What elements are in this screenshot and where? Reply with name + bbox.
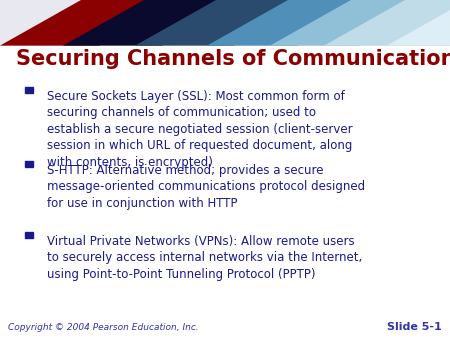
- Text: Securing Channels of Communication: Securing Channels of Communication: [16, 49, 450, 69]
- FancyBboxPatch shape: [0, 46, 450, 338]
- Polygon shape: [63, 0, 243, 46]
- Polygon shape: [387, 0, 450, 46]
- Polygon shape: [135, 0, 315, 46]
- Polygon shape: [270, 0, 441, 46]
- FancyBboxPatch shape: [25, 161, 33, 167]
- Polygon shape: [0, 0, 180, 46]
- Text: Copyright © 2004 Pearson Education, Inc.: Copyright © 2004 Pearson Education, Inc.: [8, 323, 199, 332]
- Text: Secure Sockets Layer (SSL): Most common form of
securing channels of communicati: Secure Sockets Layer (SSL): Most common …: [47, 90, 353, 169]
- Text: Virtual Private Networks (VPNs): Allow remote users
to securely access internal : Virtual Private Networks (VPNs): Allow r…: [47, 235, 363, 281]
- FancyBboxPatch shape: [25, 232, 33, 238]
- FancyBboxPatch shape: [25, 87, 33, 93]
- Polygon shape: [207, 0, 378, 46]
- Text: Slide 5-1: Slide 5-1: [387, 322, 442, 332]
- Text: S-HTTP: Alternative method; provides a secure
message-oriented communications pr: S-HTTP: Alternative method; provides a s…: [47, 164, 365, 210]
- Polygon shape: [324, 0, 450, 46]
